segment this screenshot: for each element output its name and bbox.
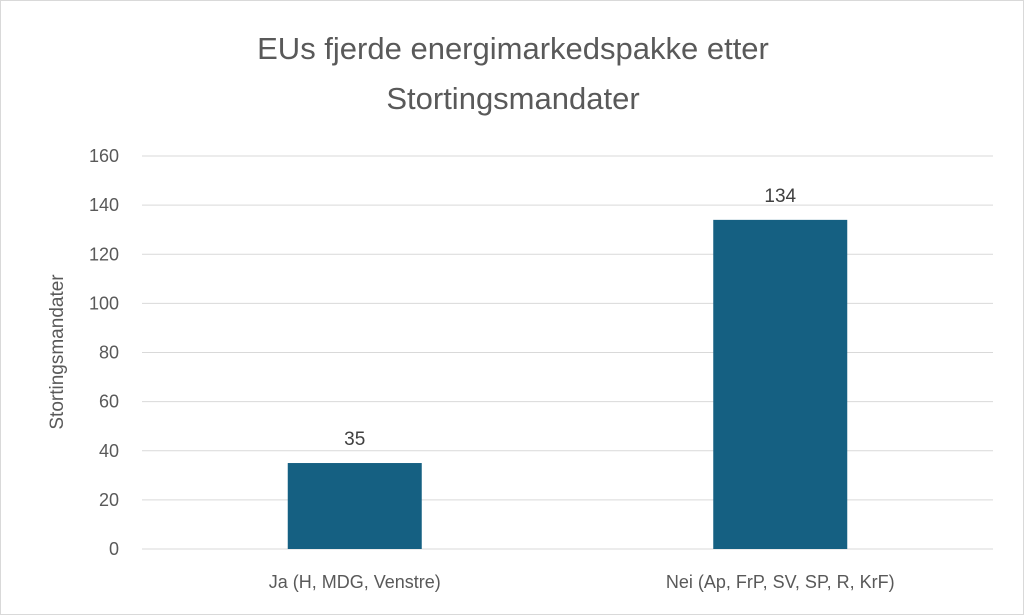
x-tick-label-1: Nei (Ap, FrP, SV, SP, R, KrF) xyxy=(666,572,895,592)
y-tick-label: 0 xyxy=(109,539,119,559)
y-tick-label: 20 xyxy=(99,490,119,510)
y-tick-label: 60 xyxy=(99,392,119,412)
y-tick-label: 120 xyxy=(89,244,119,264)
data-label-0: 35 xyxy=(344,429,365,450)
data-label-1: 134 xyxy=(764,186,796,207)
x-axis-tick-labels: Ja (H, MDG, Venstre) Nei (Ap, FrP, SV, SP… xyxy=(269,572,895,592)
y-axis-title: Stortingsmandater xyxy=(47,274,68,430)
y-tick-label: 80 xyxy=(99,343,119,363)
y-tick-label: 40 xyxy=(99,441,119,461)
y-tick-label: 160 xyxy=(89,146,119,166)
y-tick-label: 100 xyxy=(89,293,119,313)
chart-title-line-1: EUs fjerde energimarkedspakke etter xyxy=(257,31,769,66)
chart-title-line-2: Stortingsmandater xyxy=(386,81,639,116)
y-axis-tick-labels: 0 20 40 60 80 100 120 140 160 xyxy=(89,146,119,559)
y-tick-label: 140 xyxy=(89,195,119,215)
x-tick-label-0: Ja (H, MDG, Venstre) xyxy=(269,572,441,592)
chart-title: EUs fjerde energimarkedspakke etter Stor… xyxy=(257,31,769,116)
bars xyxy=(287,219,848,550)
data-labels: 35 134 xyxy=(344,186,796,450)
bar-1 xyxy=(713,219,848,550)
bar-0 xyxy=(287,463,422,549)
gridlines xyxy=(142,155,993,550)
